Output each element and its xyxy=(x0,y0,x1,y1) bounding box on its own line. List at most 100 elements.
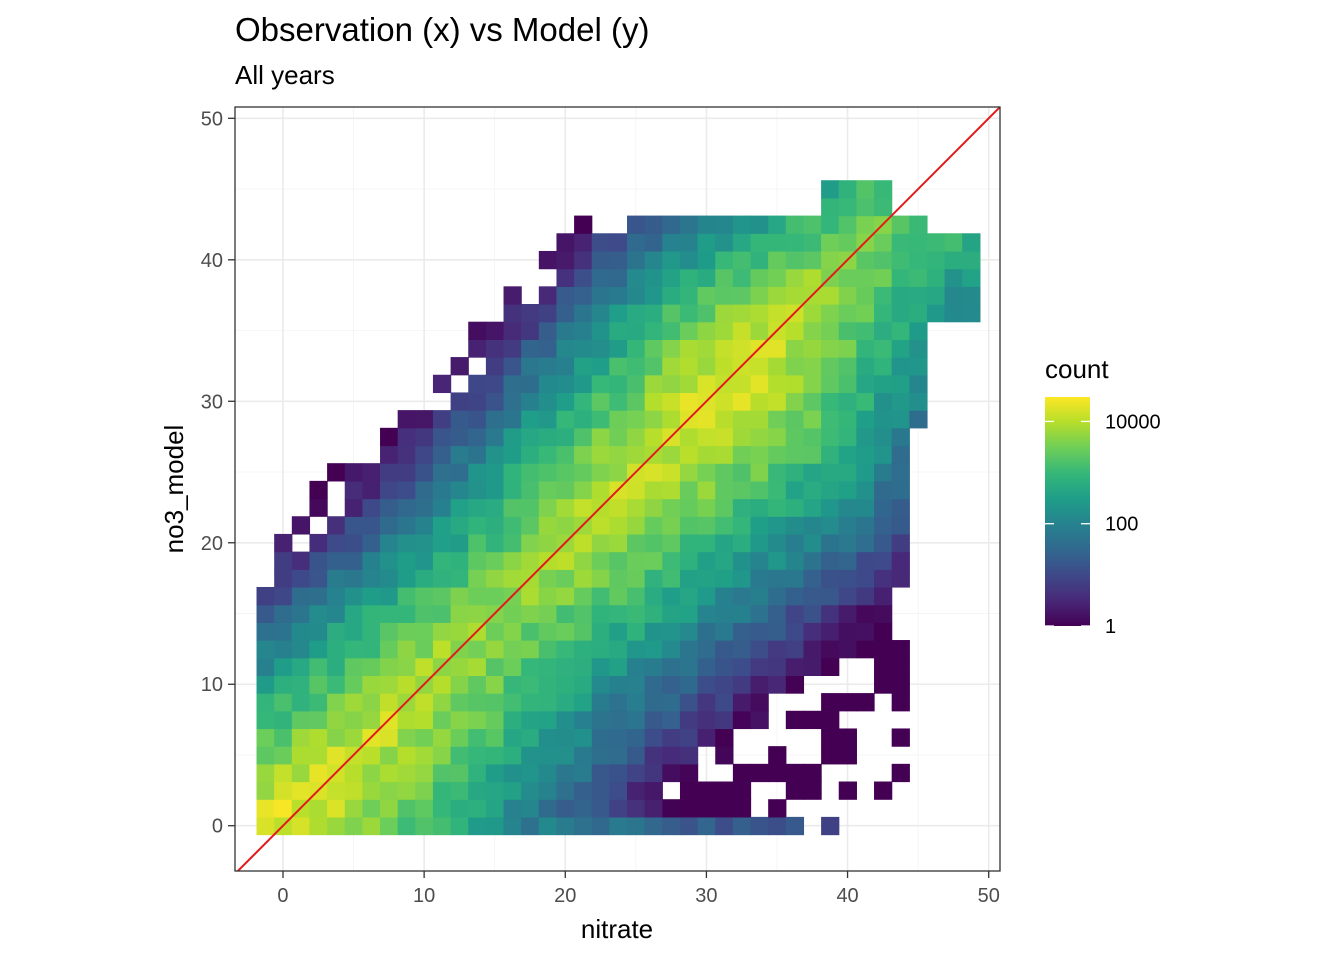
heatmap-bin xyxy=(432,480,452,500)
heatmap-bin xyxy=(485,622,505,641)
heatmap-bin xyxy=(803,640,822,659)
heatmap-bin xyxy=(521,622,540,641)
heatmap-bin xyxy=(644,640,663,659)
heatmap-bin xyxy=(256,675,275,694)
heatmap-bin xyxy=(750,622,769,641)
heatmap-bin xyxy=(485,463,505,482)
heatmap-bin xyxy=(468,427,487,447)
heatmap-bin xyxy=(538,533,558,553)
heatmap-bin xyxy=(874,233,893,252)
heatmap-bin xyxy=(450,533,469,553)
heatmap-bin xyxy=(891,268,910,287)
heatmap-bin xyxy=(274,586,293,606)
heatmap-bin xyxy=(503,569,522,588)
heatmap-bin xyxy=(838,339,857,358)
heatmap-bin xyxy=(538,480,558,500)
heatmap-bin xyxy=(750,215,769,234)
heatmap-bin xyxy=(538,427,558,447)
heatmap-bin xyxy=(538,586,558,606)
heatmap-bin xyxy=(309,763,328,783)
heatmap-bin xyxy=(362,657,381,677)
heatmap-bin xyxy=(432,586,452,606)
heatmap-bin xyxy=(768,816,787,836)
heatmap-bin xyxy=(327,746,346,765)
heatmap-bin xyxy=(468,463,487,482)
heatmap-bin xyxy=(697,728,716,747)
heatmap-bin xyxy=(679,304,699,323)
heatmap-bin xyxy=(697,463,716,482)
heatmap-bin xyxy=(468,604,487,623)
heatmap-bin xyxy=(715,551,734,570)
heatmap-bin xyxy=(891,640,910,659)
heatmap-bin xyxy=(485,357,505,376)
heatmap-bin xyxy=(679,339,699,358)
heatmap-bin xyxy=(397,710,416,730)
heatmap-bin xyxy=(750,657,769,677)
heatmap-bin xyxy=(538,763,558,783)
heatmap-bin xyxy=(591,640,610,659)
heatmap-bin xyxy=(256,799,275,818)
heatmap-bin xyxy=(627,427,646,447)
heatmap-bin xyxy=(821,427,840,447)
heatmap-bin xyxy=(856,427,875,447)
heatmap-bin xyxy=(574,533,593,553)
x-axis: 0 10 20 30 40 50 xyxy=(277,871,1000,907)
heatmap-bin xyxy=(468,533,487,553)
heatmap-bin xyxy=(732,480,752,500)
heatmap-bin xyxy=(768,746,787,765)
heatmap-bin xyxy=(556,516,575,535)
heatmap-bin xyxy=(503,321,522,340)
heatmap-bin xyxy=(768,569,787,588)
heatmap-bin xyxy=(274,746,293,765)
heatmap-bin xyxy=(574,551,593,570)
heatmap-bin xyxy=(432,728,452,747)
heatmap-bin xyxy=(432,710,452,730)
heatmap-bin xyxy=(838,374,857,394)
heatmap-bin xyxy=(309,622,328,641)
heatmap-bin xyxy=(450,746,469,765)
heatmap-bin xyxy=(521,816,540,836)
heatmap-bin xyxy=(503,374,522,394)
x-tick-label: 0 xyxy=(277,885,288,907)
heatmap-bin xyxy=(697,604,716,623)
heatmap-bin xyxy=(274,675,293,694)
heatmap-bin xyxy=(256,728,275,747)
heatmap-bin xyxy=(856,250,875,270)
heatmap-bin xyxy=(538,728,558,747)
heatmap-bin xyxy=(785,569,805,588)
heatmap-bin xyxy=(591,516,610,535)
heatmap-bin xyxy=(432,675,452,694)
heatmap-bin xyxy=(679,746,699,765)
heatmap-bin xyxy=(909,374,928,394)
heatmap-bin xyxy=(468,781,487,800)
heatmap-bin xyxy=(609,516,628,535)
heatmap-bin xyxy=(627,746,646,765)
heatmap-bin xyxy=(679,233,699,252)
heatmap-bin xyxy=(785,657,805,677)
y-tick-label: 10 xyxy=(201,674,223,696)
heatmap-bin xyxy=(291,675,311,694)
heatmap-bin xyxy=(397,816,416,836)
heatmap-bin xyxy=(856,268,875,287)
heatmap-bin xyxy=(644,604,663,623)
heatmap-bin xyxy=(891,728,910,747)
heatmap-bin xyxy=(627,728,646,747)
heatmap-bin xyxy=(715,533,734,553)
heatmap-bin xyxy=(821,180,840,199)
heatmap-bin xyxy=(644,304,663,323)
heatmap-bin xyxy=(432,763,452,783)
legend-ticks: 1 100 10000 xyxy=(1045,411,1161,638)
heatmap-bin xyxy=(768,304,787,323)
heatmap-bin xyxy=(874,604,893,623)
heatmap-bin xyxy=(891,392,910,411)
heatmap-bin xyxy=(274,728,293,747)
heatmap-bin xyxy=(909,233,928,252)
heatmap-bin xyxy=(874,657,893,677)
heatmap-bin xyxy=(838,215,857,234)
heatmap-bin xyxy=(556,799,575,818)
heatmap-bin xyxy=(538,321,558,340)
heatmap-bin xyxy=(468,586,487,606)
heatmap-bin xyxy=(362,799,381,818)
heatmap-bin xyxy=(785,233,805,252)
heatmap-bin xyxy=(679,463,699,482)
